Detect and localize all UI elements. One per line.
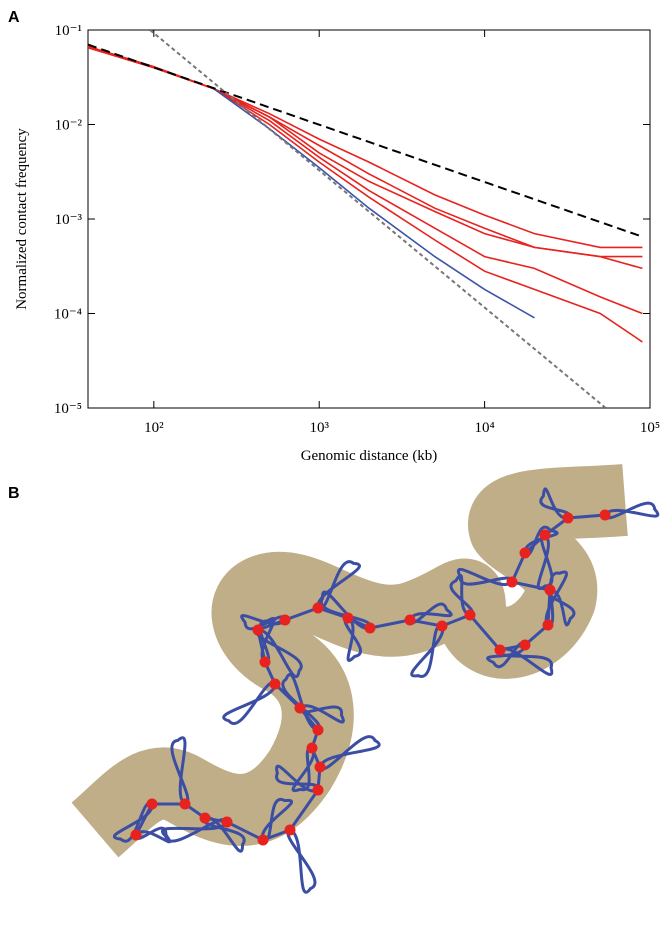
anchor-dot <box>544 584 556 596</box>
y-tick-label: 10⁻³ <box>55 212 83 228</box>
data-line <box>88 46 643 270</box>
loop <box>486 641 527 669</box>
loop <box>240 614 287 631</box>
anchor-dot <box>506 576 518 588</box>
anchor-dot <box>306 742 318 754</box>
anchor-dot <box>146 798 158 810</box>
anchor-dot <box>279 614 291 626</box>
fiber-band <box>71 464 628 858</box>
anchor-dot <box>179 798 191 810</box>
data-line <box>88 46 643 258</box>
anchor-dot <box>364 622 376 634</box>
loop <box>410 624 445 678</box>
loop <box>222 681 277 725</box>
anchor-dot <box>519 547 531 559</box>
anchor-dot <box>539 529 551 541</box>
anchor-dot <box>312 724 324 736</box>
panel-label: B <box>8 485 20 502</box>
data-line <box>88 46 643 315</box>
anchor-dot <box>257 834 269 846</box>
anchor-dots <box>130 509 611 846</box>
y-axis-label: Normalized contact frequency <box>14 128 30 310</box>
anchor-dot <box>294 702 306 714</box>
anchor-dot <box>519 639 531 651</box>
loop <box>255 628 303 678</box>
loop <box>449 574 474 617</box>
loop <box>544 570 568 627</box>
loop <box>298 704 345 724</box>
y-tick-label: 10⁻⁴ <box>54 307 82 323</box>
anchor-dot <box>284 824 296 836</box>
y-tick-label: 10⁻⁵ <box>54 401 82 417</box>
data-line <box>88 45 643 343</box>
anchor-dot <box>562 512 574 524</box>
loop <box>536 533 554 590</box>
data-line <box>88 46 643 249</box>
plot-area <box>88 30 643 408</box>
x-tick-label: 10⁵ <box>640 420 660 436</box>
anchor-dot <box>221 816 233 828</box>
anchor-dot <box>252 624 264 636</box>
chromatin-loops <box>112 487 660 894</box>
loop <box>112 801 154 843</box>
x-axis-label: Genomic distance (kb) <box>301 448 438 464</box>
anchor-dot <box>464 609 476 621</box>
x-tick-label: 10² <box>144 420 164 436</box>
anchor-dot <box>342 612 354 624</box>
loop <box>523 525 559 556</box>
reference-line <box>149 30 607 408</box>
anchor-dot <box>542 619 554 631</box>
loop <box>539 487 571 520</box>
data-line <box>213 87 535 319</box>
y-tick-label: 10⁻² <box>55 118 83 134</box>
loop <box>343 616 363 662</box>
loop <box>408 602 453 624</box>
loop <box>170 736 190 806</box>
loop <box>456 568 514 586</box>
plot-frame <box>87 29 651 409</box>
anchor-dot <box>269 678 281 690</box>
loop <box>316 560 361 611</box>
loop <box>603 501 660 520</box>
anchor-dot <box>404 614 416 626</box>
loop <box>291 746 316 793</box>
anchor-dot <box>599 509 611 521</box>
anchor-dot <box>199 812 211 824</box>
reference-line <box>88 43 643 238</box>
x-tick-label: 10³ <box>309 420 329 436</box>
panel-label: A <box>8 9 20 26</box>
loop <box>318 735 381 771</box>
anchor-dot <box>314 761 326 773</box>
anchor-dot <box>312 784 324 796</box>
anchor-dot <box>130 829 142 841</box>
loop <box>202 816 246 853</box>
y-tick-label: 10⁻¹ <box>55 23 82 39</box>
anchor-dot <box>312 602 324 614</box>
anchor-dot <box>436 620 448 632</box>
loop <box>281 673 322 732</box>
loop <box>260 797 294 842</box>
x-tick-label: 10⁴ <box>474 420 494 436</box>
loop <box>286 828 317 894</box>
diagram <box>71 464 660 894</box>
loop <box>161 818 229 843</box>
anchor-dot <box>259 656 271 668</box>
loop <box>546 588 576 627</box>
anchor-dot <box>494 644 506 656</box>
